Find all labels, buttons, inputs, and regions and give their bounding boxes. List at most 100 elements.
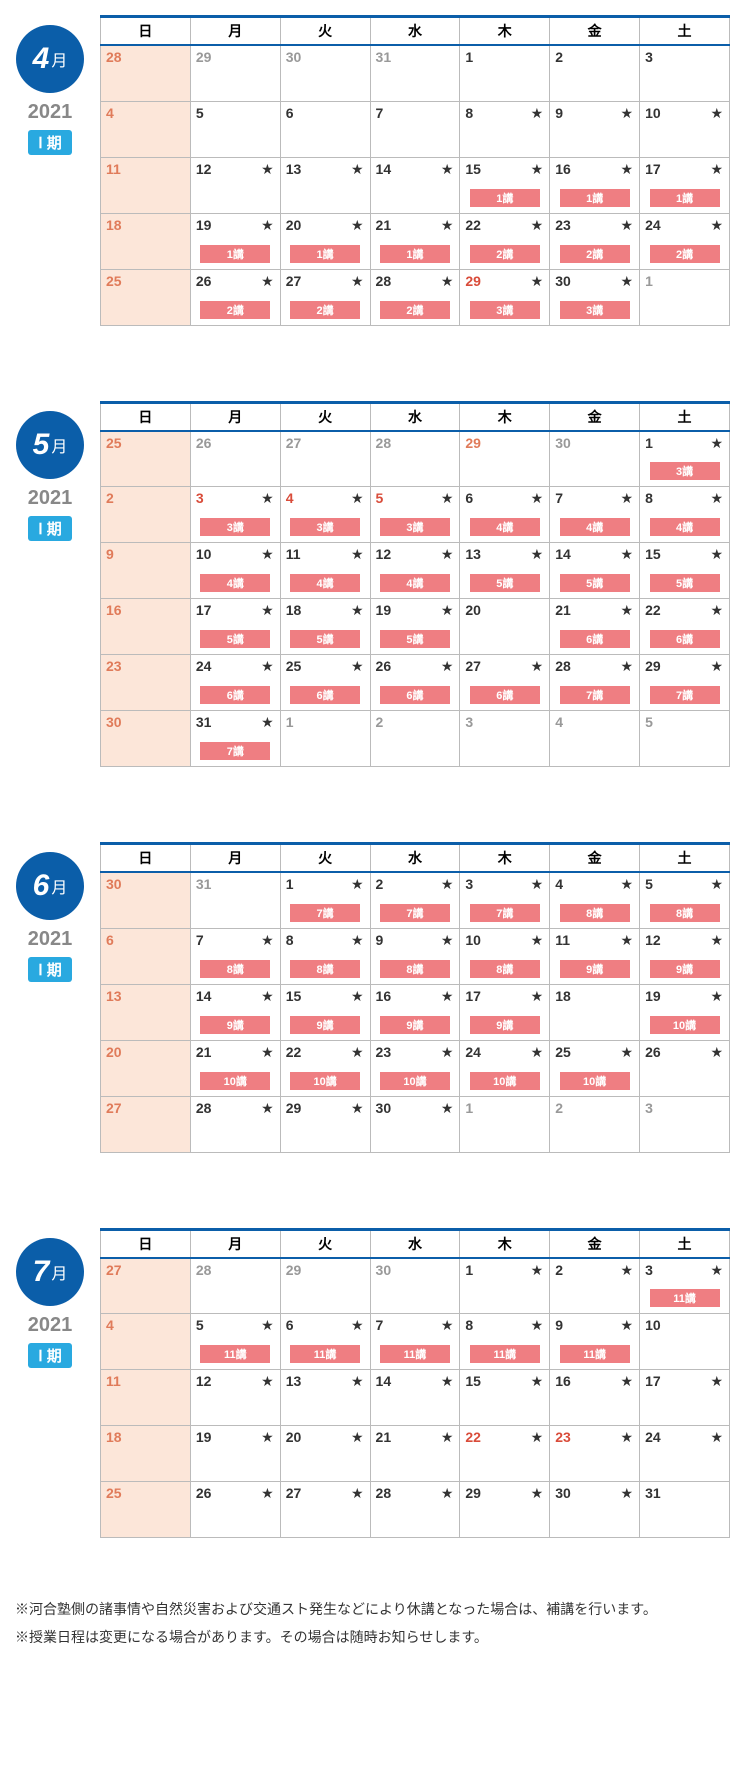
lecture-badge: 9講 (290, 1016, 360, 1034)
lecture-badge: 8講 (650, 904, 720, 922)
calendar-cell: 13 (101, 984, 191, 1040)
day-number: 18 (106, 1429, 122, 1445)
calendar-cell: 21★1講 (370, 213, 460, 269)
star-icon: ★ (351, 658, 364, 675)
calendar-cell: 29★ (460, 1482, 550, 1538)
calendar-cell: 11★9講 (550, 928, 640, 984)
lecture-badge: 10講 (380, 1072, 450, 1090)
day-number: 30 (376, 1262, 392, 1278)
day-number: 17 (645, 161, 661, 177)
star-icon: ★ (531, 1373, 544, 1390)
star-icon: ★ (710, 546, 723, 563)
period-badge: Ⅰ 期 (28, 1343, 72, 1368)
day-number: 29 (645, 658, 661, 674)
day-number: 15 (286, 988, 302, 1004)
star-icon: ★ (710, 217, 723, 234)
star-icon: ★ (441, 602, 454, 619)
calendar-cell: 27★6講 (460, 655, 550, 711)
day-number: 25 (106, 273, 122, 289)
calendar-cell: 22★ (460, 1426, 550, 1482)
day-header: 月 (190, 844, 280, 873)
star-icon: ★ (710, 161, 723, 178)
lecture-badge: 7講 (200, 742, 270, 760)
calendar-cell: 8★4講 (640, 487, 730, 543)
lecture-badge: 3講 (200, 518, 270, 536)
day-number: 1 (645, 435, 653, 451)
calendar-cell: 17★5講 (190, 599, 280, 655)
day-number: 24 (645, 217, 661, 233)
lecture-badge: 6講 (470, 686, 540, 704)
star-icon: ★ (710, 658, 723, 675)
star-icon: ★ (351, 602, 364, 619)
day-header: 火 (280, 1229, 370, 1258)
month-circle: 5月 (16, 411, 84, 479)
period-badge: Ⅰ 期 (28, 130, 72, 155)
calendar-cell: 12★9講 (640, 928, 730, 984)
calendar-cell: 23★ (550, 1426, 640, 1482)
day-header: 土 (640, 17, 730, 46)
calendar-cell: 21★6講 (550, 599, 640, 655)
day-number: 28 (376, 273, 392, 289)
star-icon: ★ (261, 658, 274, 675)
calendar-cell: 7★8講 (190, 928, 280, 984)
month-number: 6 (33, 869, 50, 903)
star-icon: ★ (531, 1485, 544, 1502)
day-header: 日 (101, 17, 191, 46)
month-label: 6月2021Ⅰ 期 (0, 842, 100, 1153)
star-icon: ★ (531, 988, 544, 1005)
month-block: 4月2021Ⅰ 期日月火水木金土2829303112345678★9★10★11… (0, 0, 750, 326)
day-number: 29 (465, 273, 481, 289)
calendar-cell: 5 (640, 711, 730, 767)
day-header: 水 (370, 1229, 460, 1258)
day-number: 4 (555, 714, 563, 730)
day-number: 16 (106, 602, 122, 618)
calendar-cell: 29 (280, 1258, 370, 1314)
star-icon: ★ (441, 876, 454, 893)
day-number: 29 (196, 49, 212, 65)
star-icon: ★ (261, 273, 274, 290)
month-number: 5 (33, 428, 50, 462)
note-line: ※河合塾側の諸事情や自然災害および交通スト発生などにより休講となった場合は、補講… (15, 1598, 735, 1622)
day-number: 26 (376, 658, 392, 674)
day-header: 火 (280, 402, 370, 431)
day-number: 30 (286, 49, 302, 65)
day-number: 11 (106, 161, 121, 177)
day-number: 22 (465, 1429, 481, 1445)
calendar-cell: 3★11講 (640, 1258, 730, 1314)
calendar-cell: 5★11講 (190, 1314, 280, 1370)
day-number: 3 (465, 876, 473, 892)
day-number: 16 (376, 988, 392, 1004)
calendar-cell: 23★2講 (550, 213, 640, 269)
day-number: 27 (286, 273, 302, 289)
calendar-cell: 20★1講 (280, 213, 370, 269)
calendar-cell: 18 (550, 984, 640, 1040)
day-number: 9 (555, 105, 563, 121)
lecture-badge: 3講 (380, 518, 450, 536)
lecture-badge: 4講 (290, 574, 360, 592)
lecture-badge: 4講 (470, 518, 540, 536)
day-number: 26 (645, 1044, 661, 1060)
calendar-cell: 15★ (460, 1370, 550, 1426)
calendar-cell: 15★1講 (460, 157, 550, 213)
month-circle: 6月 (16, 852, 84, 920)
month-suffix: 月 (51, 47, 67, 71)
calendar-cell: 23 (101, 655, 191, 711)
calendar-cell: 19★ (190, 1426, 280, 1482)
day-number: 30 (376, 1100, 392, 1116)
calendar-cell: 30★3講 (550, 269, 640, 325)
lecture-badge: 11講 (380, 1345, 450, 1363)
day-number: 5 (376, 490, 384, 506)
star-icon: ★ (441, 1373, 454, 1390)
calendar-cell: 28★2講 (370, 269, 460, 325)
calendar-cell: 5 (190, 101, 280, 157)
star-icon: ★ (351, 932, 364, 949)
day-number: 3 (645, 1262, 653, 1278)
calendar-cell: 19★5講 (370, 599, 460, 655)
star-icon: ★ (531, 273, 544, 290)
lecture-badge: 2講 (200, 301, 270, 319)
lecture-badge: 6講 (290, 686, 360, 704)
calendar-cell: 18★5講 (280, 599, 370, 655)
calendar-cell: 23★10講 (370, 1040, 460, 1096)
lecture-badge: 5講 (380, 630, 450, 648)
lecture-badge: 3講 (650, 462, 720, 480)
